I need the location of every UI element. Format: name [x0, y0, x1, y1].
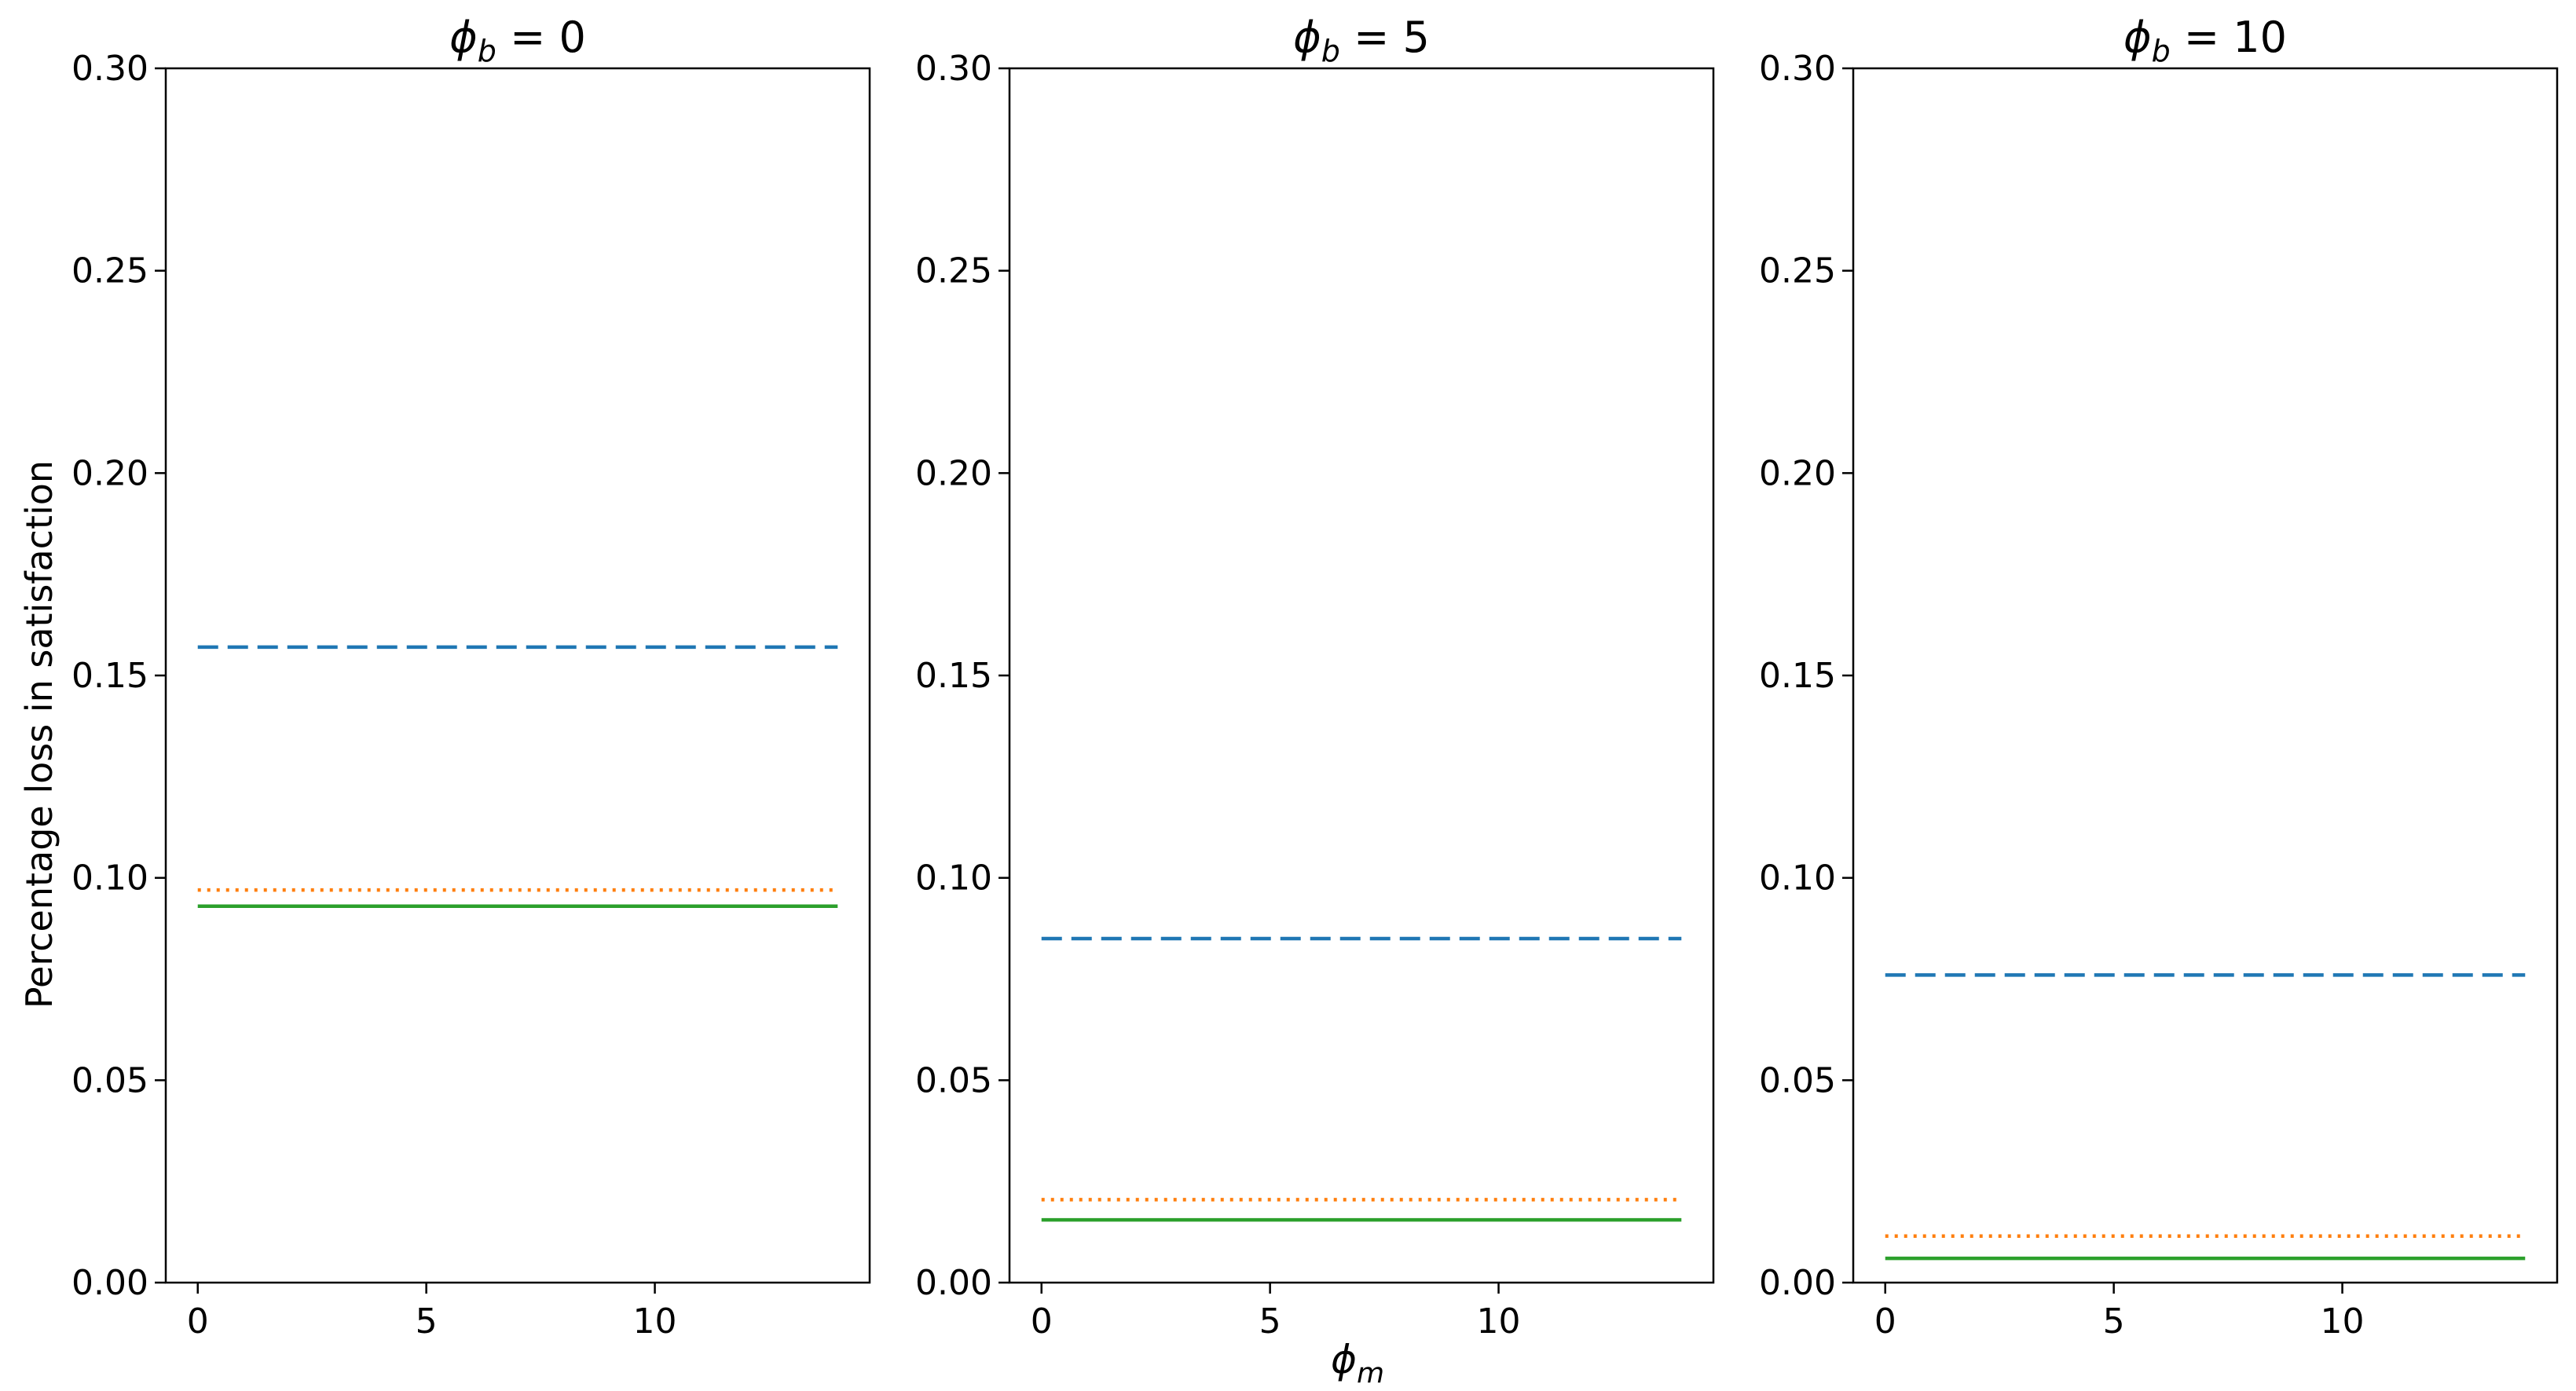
x-tick-label: 5 [2103, 1301, 2125, 1342]
plot-frame [1008, 67, 1715, 1284]
y-tick-label: 0.05 [71, 1060, 148, 1100]
plot-frame [1852, 67, 2559, 1284]
panel-title: ϕb = 5 [1293, 13, 1430, 68]
y-tick-label: 0.00 [1759, 1263, 1836, 1303]
y-tick-label: 0.15 [71, 656, 148, 696]
x-tick-label: 10 [1477, 1301, 1521, 1342]
y-tick-label: 0.00 [915, 1263, 992, 1303]
chart-panel-1: 0.00 0.05 0.10 0.15 0.20 0.25 0.30 0 5 10 ϕb = 0 [71, 13, 871, 1342]
panel-title-main: ϕ [1293, 13, 1321, 62]
plot-frame [164, 67, 871, 1284]
x-tick-label: 0 [1874, 1301, 1896, 1342]
panel-title-main: ϕ [2123, 13, 2152, 62]
y-tick-label: 0.05 [915, 1060, 992, 1100]
chart-panel-3: 0.00 0.05 0.10 0.15 0.20 0.25 0.30 0 5 10 ϕb = 10 [1759, 13, 2559, 1342]
x-tick-label: 0 [187, 1301, 209, 1342]
y-tick-label: 0.20 [71, 453, 148, 493]
x-axis-label: ϕm [1331, 1337, 1384, 1389]
y-tick-label: 0.30 [915, 49, 992, 89]
y-tick-label: 0.10 [915, 858, 992, 899]
y-tick-label: 0.10 [1759, 858, 1836, 899]
x-tick-label: 10 [2321, 1301, 2365, 1342]
panel-title-value: = 10 [2171, 13, 2287, 62]
x-tick-label: 10 [633, 1301, 677, 1342]
y-tick-label: 0.30 [1759, 49, 1836, 89]
x-tick-label: 0 [1031, 1301, 1053, 1342]
y-tick-label: 0.00 [71, 1263, 148, 1303]
y-tick-label: 0.25 [1759, 251, 1836, 291]
y-tick-label: 0.20 [915, 453, 992, 493]
panel-title-value: = 5 [1340, 13, 1430, 62]
x-tick-label: 5 [416, 1301, 438, 1342]
x-axis-label-subscript: m [1357, 1357, 1384, 1389]
panel-title: ϕb = 10 [2123, 13, 2287, 68]
y-tick-label: 0.30 [71, 49, 148, 89]
y-tick-label: 0.10 [71, 858, 148, 899]
y-tick-label: 0.05 [1759, 1060, 1836, 1100]
panel-title-main: ϕ [449, 13, 478, 62]
panel-title-subscript: b [478, 34, 497, 68]
y-tick-label: 0.15 [915, 656, 992, 696]
x-tick-label: 5 [1259, 1301, 1281, 1342]
y-tick-label: 0.15 [1759, 656, 1836, 696]
chart-panel-2: 0.00 0.05 0.10 0.15 0.20 0.25 0.30 0 5 10 ϕb = 5 [915, 13, 1715, 1342]
panel-title-subscript: b [2152, 34, 2171, 68]
panel-title-subscript: b [1321, 34, 1340, 68]
y-tick-label: 0.25 [915, 251, 992, 291]
x-axis-label-main: ϕ [1331, 1337, 1357, 1382]
panel-title-value: = 0 [497, 13, 586, 62]
y-tick-label: 0.20 [1759, 453, 1836, 493]
panel-title: ϕb = 0 [449, 13, 586, 68]
y-tick-label: 0.25 [71, 251, 148, 291]
y-axis-label: Percentage loss in satisfaction [18, 460, 60, 1008]
